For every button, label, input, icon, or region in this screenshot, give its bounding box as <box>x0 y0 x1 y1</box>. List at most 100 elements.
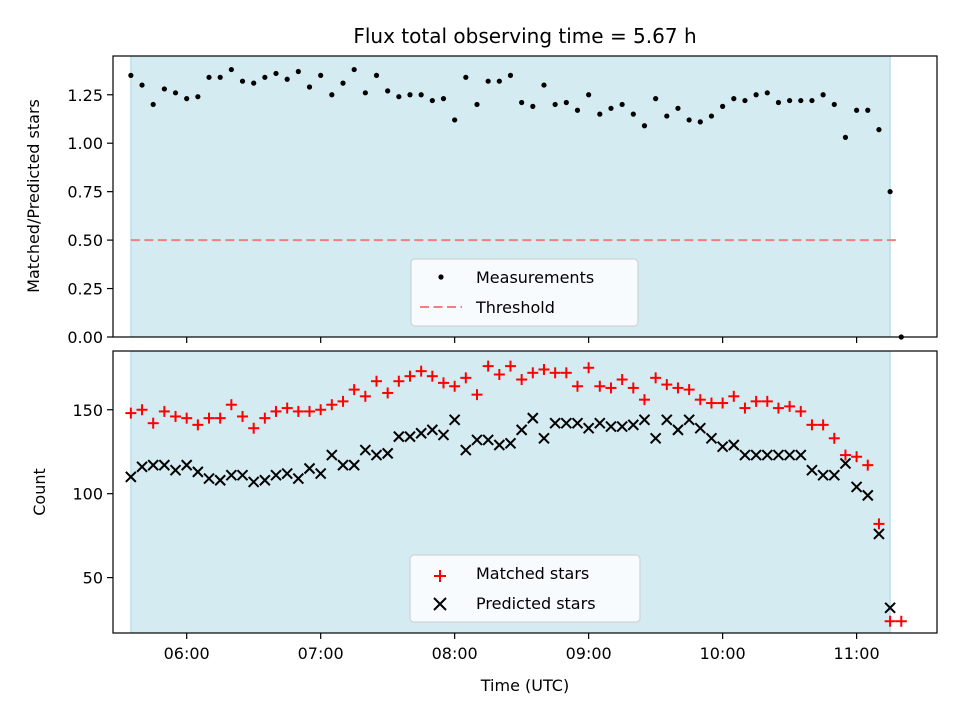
matched-star-point <box>571 380 583 392</box>
predicted-star-point <box>337 459 349 471</box>
predicted-star-point <box>638 414 651 426</box>
predicted-star-point <box>728 439 740 451</box>
matched-star-point <box>672 382 684 394</box>
measurement-point <box>172 90 179 96</box>
matched-star-point <box>516 374 528 386</box>
matched-star-point <box>437 377 449 389</box>
matched-star-point <box>393 375 405 387</box>
predicted-star-point <box>214 474 226 486</box>
matched-star-point <box>225 399 237 411</box>
measurement-point <box>876 127 882 133</box>
matched-star-point <box>181 412 193 424</box>
top-axes-frame <box>112 55 938 338</box>
measurement-point <box>195 94 201 100</box>
predicted-star-point <box>549 417 561 429</box>
top-x-ticks <box>186 337 858 343</box>
measurement-point <box>184 96 190 102</box>
y-tick-label: 0.75 <box>67 183 103 202</box>
matched-star-point <box>482 360 494 372</box>
measurement-point <box>865 107 871 113</box>
measurement-point <box>641 123 648 129</box>
predicted-star-point <box>370 449 383 461</box>
predicted-star-point <box>538 432 550 444</box>
predicted-star-point <box>303 462 316 475</box>
predicted-star-point <box>493 439 506 451</box>
predicted-star-point <box>627 419 640 431</box>
predicted-star-point <box>739 449 751 461</box>
measurement-point <box>452 117 458 123</box>
matched-star-point <box>493 369 505 380</box>
matched-star-point <box>895 615 907 627</box>
predicted-star-point <box>850 481 863 493</box>
measurement-point <box>362 90 368 96</box>
measurement-point <box>787 97 793 104</box>
predicted-star-point <box>716 440 729 453</box>
predicted-star-point <box>772 449 785 461</box>
predicted-star-point <box>158 459 171 471</box>
measurement-point <box>429 97 435 104</box>
measurement-point <box>228 66 234 73</box>
measurement-point <box>239 78 246 84</box>
measurement-point <box>854 107 860 113</box>
matched-star-point <box>214 412 226 424</box>
measurement-point <box>831 101 837 108</box>
measurement-point <box>697 119 703 125</box>
predicted-star-point <box>247 476 260 488</box>
measurement-point <box>586 92 592 98</box>
matched-star-point <box>661 379 673 391</box>
measurement-point <box>284 76 290 82</box>
matched-star-point <box>806 419 818 431</box>
measurement-point <box>485 78 491 84</box>
matched-star-point <box>449 380 461 392</box>
matched-star-point <box>616 374 628 386</box>
matched-star-point <box>594 380 606 392</box>
measurement-point <box>608 105 614 111</box>
matched-star-point <box>147 417 159 429</box>
predicted-star-point <box>359 444 372 456</box>
matched-star-point <box>650 372 662 384</box>
matched-star-point <box>750 395 762 407</box>
legend-threshold-label: Threshold <box>475 298 555 317</box>
predicted-star-point <box>571 417 584 429</box>
measurement-point <box>474 101 480 108</box>
legend-matched-label: Matched stars <box>476 564 589 583</box>
matched-star-point <box>237 410 249 422</box>
bottom-axes-frame <box>112 350 938 634</box>
matched-star-point <box>248 422 260 434</box>
matched-star-point <box>884 615 896 627</box>
predicted-star-point <box>783 449 796 461</box>
measurement-point <box>798 97 804 104</box>
measurement-point <box>541 82 547 88</box>
predicted-star-point <box>236 469 249 481</box>
x-tick-label: 07:00 <box>298 644 344 663</box>
x-tick-label: 10:00 <box>700 644 746 663</box>
measurement-point <box>440 96 447 102</box>
y-tick-label: 0.50 <box>67 231 103 250</box>
predicted-star-point <box>292 472 305 485</box>
predicted-star-point <box>393 430 405 443</box>
matched-star-point <box>761 395 773 407</box>
predicted-star-point <box>560 417 573 429</box>
top-y-axis-label: Matched/Predicted stars <box>24 99 43 293</box>
measurement-point <box>340 80 346 86</box>
measurement-point <box>161 86 167 92</box>
matched-star-point <box>192 419 204 431</box>
matched-star-point <box>404 370 416 382</box>
measurement-point <box>675 105 681 111</box>
measurement-point <box>217 74 223 80</box>
predicted-star-point <box>136 461 148 473</box>
predicted-star-point <box>482 434 494 446</box>
predicted-star-point <box>839 457 852 470</box>
matched-star-point <box>873 518 885 530</box>
bottom-y-axis-label: Count <box>30 468 49 516</box>
predicted-stars-series <box>125 412 896 614</box>
measurement-point <box>708 113 715 119</box>
matched-star-point <box>382 387 394 399</box>
predicted-star-point <box>873 528 885 540</box>
measurement-point <box>563 99 569 106</box>
top-legend: Measurements Threshold <box>410 258 639 327</box>
matched-star-point <box>292 405 304 417</box>
matched-star-point <box>728 390 740 402</box>
matched-star-point <box>828 432 840 444</box>
